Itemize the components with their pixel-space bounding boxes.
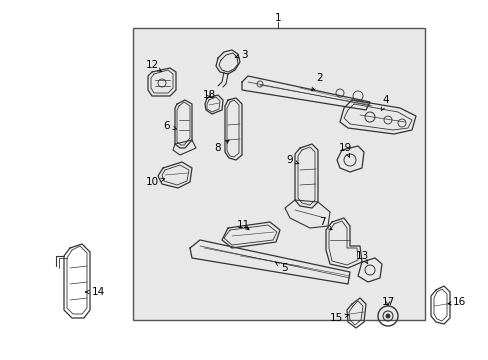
Text: 10: 10 [145, 177, 164, 187]
Text: 3: 3 [235, 50, 247, 60]
Text: 1: 1 [274, 13, 281, 23]
Text: 11: 11 [236, 220, 249, 230]
Text: 4: 4 [381, 95, 388, 111]
Text: 18: 18 [202, 90, 215, 100]
Text: 19: 19 [338, 143, 351, 157]
Text: 7: 7 [318, 217, 331, 230]
Text: 8: 8 [214, 140, 228, 153]
Text: 16: 16 [447, 297, 465, 307]
Text: 2: 2 [311, 73, 323, 91]
Text: 15: 15 [329, 313, 348, 323]
Text: 17: 17 [381, 297, 394, 307]
Text: 12: 12 [145, 60, 161, 72]
Text: 6: 6 [163, 121, 176, 131]
Text: 5: 5 [275, 262, 287, 273]
Circle shape [385, 314, 389, 318]
Text: 9: 9 [286, 155, 298, 165]
Text: 13: 13 [355, 251, 368, 264]
Text: 14: 14 [85, 287, 104, 297]
Bar [133, 28, 424, 320]
